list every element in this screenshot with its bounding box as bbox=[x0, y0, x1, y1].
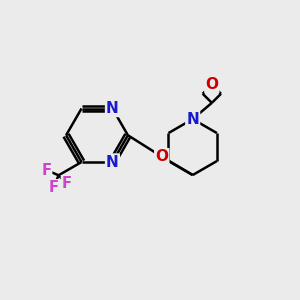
Text: O: O bbox=[155, 149, 168, 164]
Text: F: F bbox=[41, 163, 51, 178]
Text: N: N bbox=[106, 101, 119, 116]
Text: N: N bbox=[186, 112, 199, 127]
Text: F: F bbox=[48, 180, 58, 195]
Text: F: F bbox=[62, 176, 72, 191]
Text: N: N bbox=[106, 154, 119, 169]
Text: O: O bbox=[205, 77, 218, 92]
